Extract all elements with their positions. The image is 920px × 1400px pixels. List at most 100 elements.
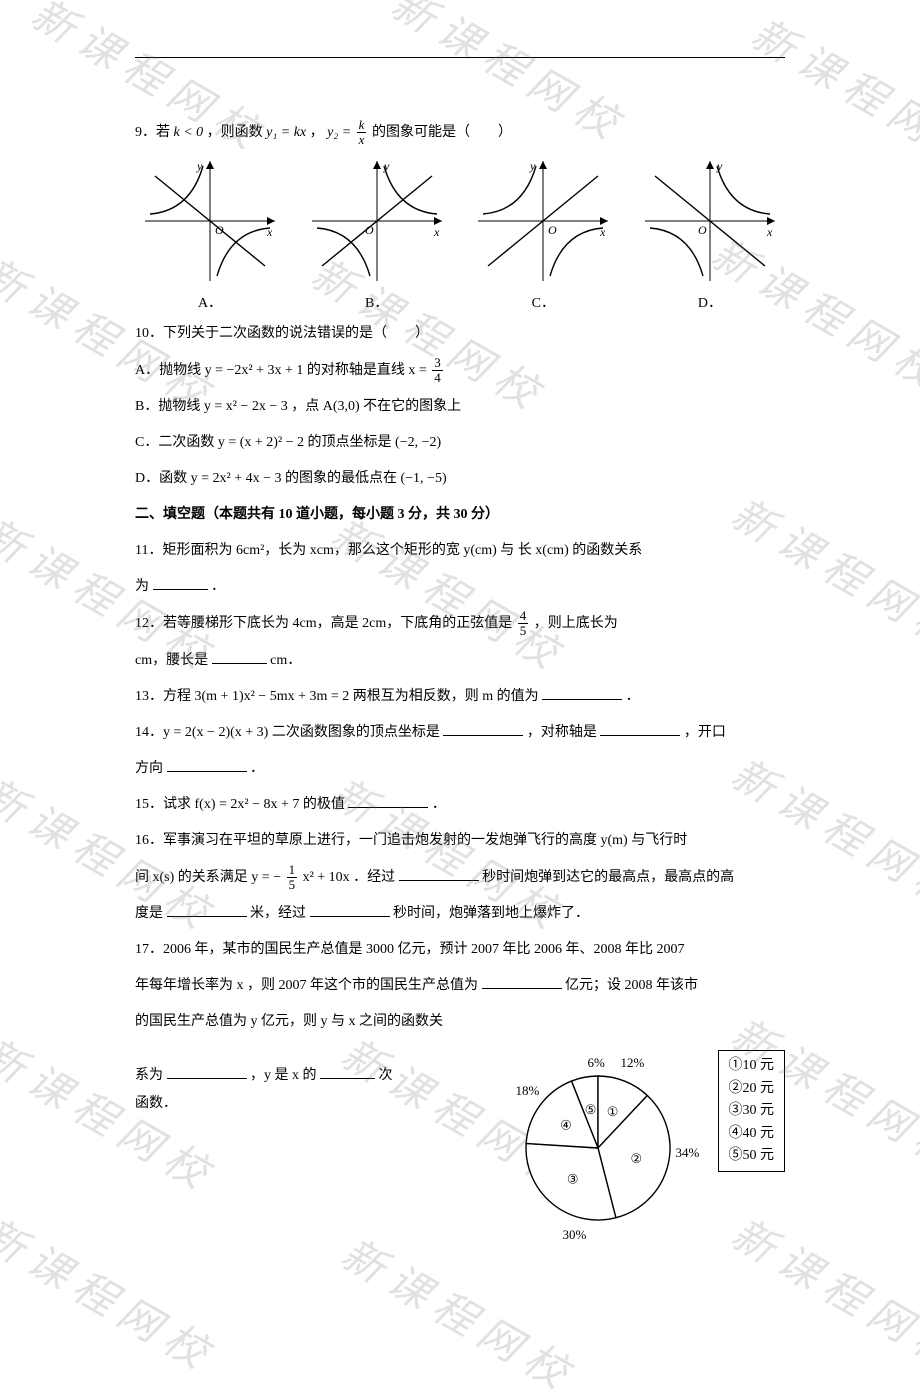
- q10a-frac: 3 4: [430, 356, 445, 386]
- blank: [320, 1064, 375, 1079]
- svg-text:y: y: [529, 159, 536, 173]
- q9-y2lhs: y₂ =: [327, 125, 355, 140]
- question-12-line1: 12．若等腰梯形下底长为 4cm，高是 2cm，下底角的正弦值是 4 5 ，则上…: [135, 609, 785, 639]
- question-14-line2: 方向 ．: [135, 755, 785, 783]
- svg-text:y: y: [383, 159, 390, 173]
- question-10-c: C．二次函数 y = (x + 2)² − 2 的顶点坐标是 (−2, −2): [135, 429, 785, 457]
- question-13: 13．方程 3(m + 1)x² − 5mx + 3m = 2 两根互为相反数，…: [135, 683, 785, 711]
- legend-item: ④40 元: [729, 1123, 775, 1145]
- q14-mid2: ，开口: [684, 725, 726, 740]
- pie-pct-3: 30%: [563, 1222, 587, 1248]
- pie-pct-5: 6%: [588, 1050, 605, 1076]
- question-10-b: B．抛物线 y = x² − 2x − 3 ，点 A(3,0) 不在它的图象上: [135, 393, 785, 421]
- question-17-line4: 系为 ，y 是 x 的 次函数．: [135, 1062, 395, 1118]
- question-10-a: A．抛物线 y = −2x² + 3x + 1 的对称轴是直线 x = 3 4: [135, 356, 785, 386]
- question-10-stem: 10．下列关于二次函数的说法错误的是（ ）: [135, 320, 785, 348]
- section-2-heading: 二、填空题（本题共有 10 道小题，每小题 3 分，共 30 分）: [135, 501, 785, 529]
- q14-mid: ，对称轴是: [527, 725, 597, 740]
- graph-d-label: D．: [635, 290, 785, 318]
- legend-item: ①10 元: [729, 1055, 775, 1077]
- q17-l2b: 亿元；设 2008 年该市: [565, 978, 698, 993]
- graph-a-label: A．: [135, 290, 285, 318]
- q9-frac: k x: [355, 118, 369, 148]
- blank: [600, 721, 680, 736]
- q14-l2: 方向: [135, 761, 163, 776]
- question-10-d: D．函数 y = 2x² + 4x − 3 的图象的最低点在 (−1, −5): [135, 465, 785, 493]
- q16-num: 1: [287, 863, 298, 878]
- q9-suffix: 的图象可能是（ ）: [372, 125, 512, 140]
- graph-c-svg: O x y: [468, 156, 618, 286]
- pie-legend: ①10 元 ②20 元 ③30 元 ④40 元 ⑤50 元: [718, 1050, 786, 1172]
- blank: [310, 902, 390, 917]
- question-14-line1: 14．y = 2(x − 2)(x + 3) 二次函数图象的顶点坐标是 ，对称轴…: [135, 719, 785, 747]
- svg-text:y: y: [716, 159, 723, 173]
- q9-mid: ，则函数: [207, 125, 267, 140]
- question-17-line3: 的国民生产总值为 y 亿元，则 y 与 x 之间的函数关: [135, 1008, 785, 1036]
- q16-l3a: 度是: [135, 906, 163, 921]
- blank: [167, 902, 247, 917]
- q9-frac-den: x: [357, 133, 367, 147]
- q9-y1: y₁ = kx: [266, 125, 306, 140]
- q9-frac-num: k: [357, 118, 367, 133]
- svg-text:O: O: [548, 223, 557, 237]
- q12-l1pre: 12．若等腰梯形下底长为 4cm，高是 2cm，下底角的正弦值是: [135, 616, 516, 631]
- q16-l2c: 秒时间炮弹到达它的最高点，最高点的高: [482, 870, 734, 885]
- svg-text:x: x: [766, 225, 773, 239]
- q10a-den: 4: [432, 371, 443, 385]
- question-17-line1: 17．2006 年，某市的国民生产总值是 3000 亿元，预计 2007 年比 …: [135, 936, 785, 964]
- q10a-pre: A．抛物线 y = −2x² + 3x + 1 的对称轴是直线 x =: [135, 363, 430, 378]
- question-16-line3: 度是 米，经过 秒时间，炮弹落到地上爆炸了．: [135, 900, 785, 928]
- question-17-line2: 年每年增长率为 x ，则 2007 年这个市的国民生产总值为 亿元；设 2008…: [135, 972, 785, 1000]
- svg-text:O: O: [215, 223, 224, 237]
- page-content: 9．若 k < 0 ，则函数 y₁ = kx ， y₂ = k x 的图象可能是…: [135, 0, 785, 1240]
- q9-graphs: O x y A． O x y B．: [135, 156, 785, 318]
- graph-c-label: C．: [468, 290, 618, 318]
- blank: [482, 974, 562, 989]
- q9-prefix: 9．若: [135, 125, 174, 140]
- pie-chart: ⑤①②③④ 12% 34% 30% 18% 6%: [498, 1050, 698, 1240]
- blank: [167, 757, 247, 772]
- legend-item: ⑤50 元: [729, 1145, 775, 1167]
- pie-pct-2: 34%: [676, 1140, 700, 1166]
- question-11-line1: 11．矩形面积为 6cm²，长为 xcm，那么这个矩形的宽 y(cm) 与 长 …: [135, 537, 785, 565]
- svg-text:②: ②: [630, 1151, 642, 1166]
- blank: [167, 1064, 247, 1079]
- q16-l3c: 秒时间，炮弹落到地上爆炸了．: [393, 906, 589, 921]
- q10a-num: 3: [432, 356, 443, 371]
- graph-b-svg: O x y: [302, 156, 452, 286]
- q16-l2a: 间 x(s) 的关系满足 y = −: [135, 870, 281, 885]
- svg-text:⑤: ⑤: [584, 1102, 596, 1117]
- svg-text:x: x: [266, 225, 273, 239]
- question-9: 9．若 k < 0 ，则函数 y₁ = kx ， y₂ = k x 的图象可能是…: [135, 118, 785, 148]
- q12-l2b: cm．: [270, 653, 301, 668]
- q11-pre: 为: [135, 579, 149, 594]
- blank: [212, 649, 267, 664]
- q14-pre: 14．y = 2(x − 2)(x + 3) 二次函数图象的顶点坐标是: [135, 725, 440, 740]
- q16-den: 5: [287, 878, 298, 892]
- q15-pre: 15．试求 f(x) = 2x² − 8x + 7 的极值: [135, 797, 345, 812]
- graph-d: O x y D．: [635, 156, 785, 318]
- blank: [348, 793, 428, 808]
- question-12-line2: cm，腰长是 cm．: [135, 647, 785, 675]
- q13-pre: 13．方程 3(m + 1)x² − 5mx + 3m = 2 两根互为相反数，…: [135, 689, 539, 704]
- question-16-line2: 间 x(s) 的关系满足 y = − 1 5 x² + 10x ．经过 秒时间炮…: [135, 863, 785, 893]
- svg-text:y: y: [196, 159, 203, 173]
- graph-b-label: B．: [302, 290, 452, 318]
- svg-text:③: ③: [566, 1172, 578, 1187]
- svg-text:x: x: [599, 225, 606, 239]
- blank: [443, 721, 523, 736]
- q12-num: 4: [518, 609, 529, 624]
- blank: [399, 866, 479, 881]
- watermark: 新 课 程 网 校: [332, 1221, 581, 1400]
- legend-item: ③30 元: [729, 1100, 775, 1122]
- pie-pct-1: 12%: [621, 1050, 645, 1076]
- q13-suf: ．: [626, 689, 640, 704]
- q14-suf: ．: [250, 761, 264, 776]
- blank: [542, 685, 622, 700]
- q12-den: 5: [518, 624, 529, 638]
- q12-l1suf: ，则上底长为: [534, 616, 618, 631]
- svg-text:O: O: [698, 223, 707, 237]
- svg-text:x: x: [433, 225, 440, 239]
- q16-l3b: 米，经过: [250, 906, 306, 921]
- blank: [153, 575, 208, 590]
